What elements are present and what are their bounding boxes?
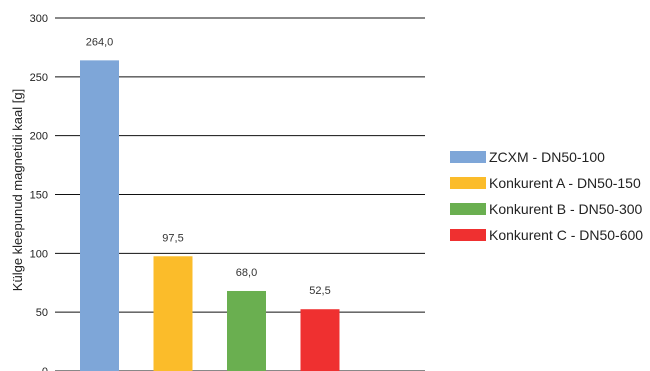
data-labels: 264,0 97,5 68,0 52,5: [86, 36, 331, 297]
y-tick-label: 200: [30, 131, 48, 143]
y-axis-ticks: 0 50 100 150 200 250 300: [30, 13, 48, 371]
bar: [300, 309, 340, 371]
legend: ZCXM - DN50-100 Konkurent A - DN50-150 Kon…: [450, 149, 643, 243]
legend-label: Konkurent C - DN50-600: [489, 227, 643, 243]
legend-label: Konkurent A - DN50-150: [489, 175, 641, 191]
legend-swatch: [450, 229, 486, 241]
bar: [80, 60, 119, 371]
y-tick-label: 50: [36, 307, 48, 319]
legend-swatch: [450, 151, 486, 163]
legend-swatch: [450, 177, 486, 189]
y-tick-label: 150: [30, 190, 48, 202]
y-tick-label: 0: [42, 366, 48, 371]
data-label: 264,0: [86, 36, 114, 48]
y-tick-label: 300: [30, 13, 48, 25]
data-label: 68,0: [236, 267, 257, 279]
legend-label: Konkurent B - DN50-300: [489, 201, 643, 217]
y-tick-label: 100: [30, 248, 48, 260]
bars: [80, 60, 340, 371]
data-label: 52,5: [309, 285, 330, 297]
y-tick-label: 250: [30, 72, 48, 84]
y-axis-label: Külge kleepunud magnetidi kaal [g]: [10, 89, 25, 291]
legend-swatch: [450, 203, 486, 215]
bar: [153, 256, 193, 371]
data-label: 97,5: [162, 232, 183, 244]
legend-label: ZCXM - DN50-100: [489, 149, 605, 165]
bar: [227, 290, 266, 371]
